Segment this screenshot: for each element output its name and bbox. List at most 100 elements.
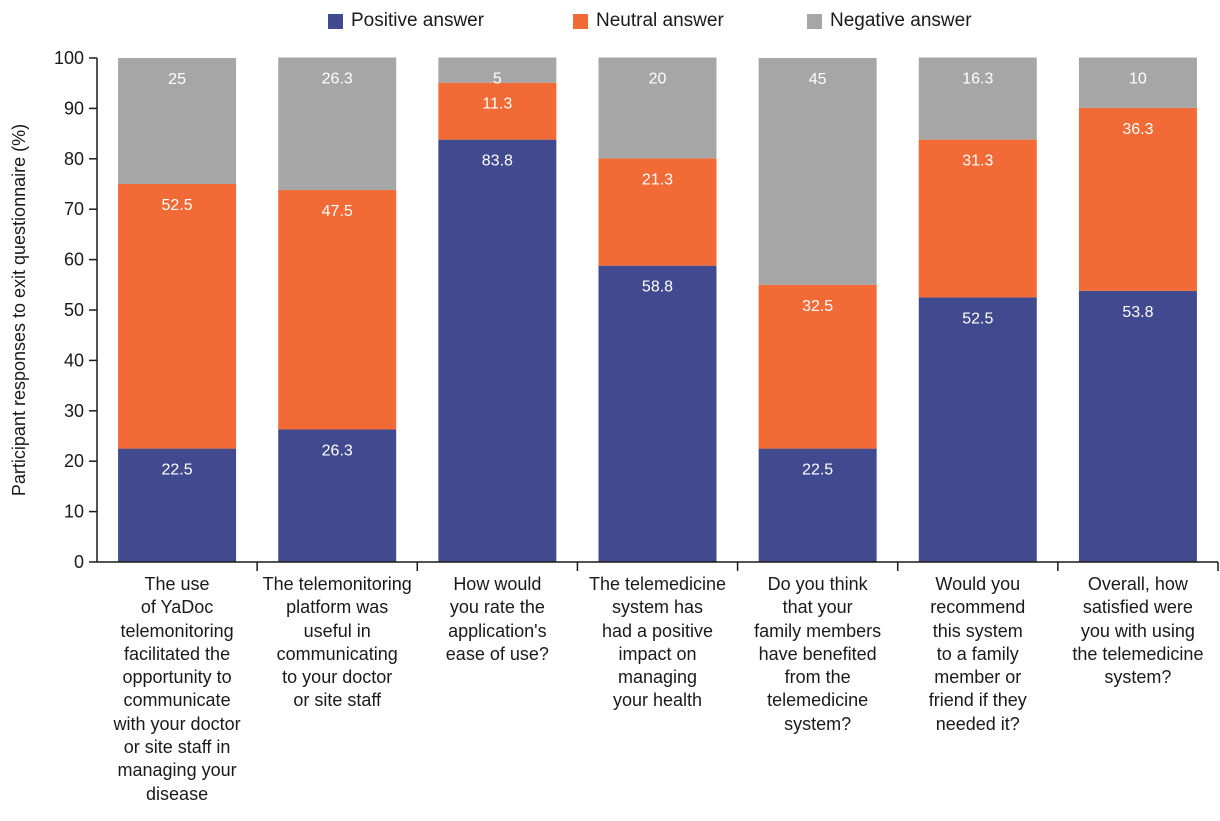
data-label-positive-2: 26.3 xyxy=(322,442,353,459)
y-tick-label-40: 40 xyxy=(64,350,84,370)
y-tick-label-70: 70 xyxy=(64,199,84,219)
y-tick-label-100: 100 xyxy=(54,48,84,68)
x-category-label-3: How would you rate the application's ease o… xyxy=(418,573,576,666)
data-label-negative-6: 16.3 xyxy=(962,70,993,87)
bar-negative-1 xyxy=(118,58,237,184)
x-category-label-line: needed it? xyxy=(935,713,1020,734)
x-category-label-line: or site staff xyxy=(293,690,382,711)
legend-swatch-positive xyxy=(328,13,343,29)
bar-positive-2 xyxy=(278,429,397,562)
bar-negative-6 xyxy=(918,57,1037,140)
bar-neutral-7 xyxy=(1078,107,1197,291)
x-category-label-line: disease xyxy=(146,783,209,804)
legend-label-neutral: Neutral answer xyxy=(596,10,724,31)
data-label-positive-4: 58.8 xyxy=(642,279,673,296)
x-category-label-line: you with using xyxy=(1080,620,1195,641)
x-category-label-line: with your doctor xyxy=(113,713,241,734)
legend: Positive answer Neutral answer Negative … xyxy=(0,8,1220,34)
data-label-positive-6: 52.5 xyxy=(962,310,993,327)
x-category-label-line: The use xyxy=(144,574,210,594)
x-category-label-line: that your xyxy=(782,597,853,618)
data-label-negative-7: 10 xyxy=(1129,70,1147,87)
y-axis-title: Participant responses to exit questionna… xyxy=(9,124,29,496)
data-label-neutral-5: 32.5 xyxy=(802,298,833,315)
bar-neutral-5 xyxy=(758,284,877,449)
x-category-label-line: ease of use? xyxy=(445,643,549,664)
x-category-label-6: Would you recommend this system to a family… xyxy=(899,573,1057,736)
y-tick-label-60: 60 xyxy=(64,250,84,270)
x-category-label-4: The telemedicine system has had a positive… xyxy=(579,573,737,713)
data-label-neutral-6: 31.3 xyxy=(962,153,993,170)
x-category-label-line: had a positive xyxy=(601,620,714,641)
x-category-label-1: The use of YaDoc telemonitoring facilitated… xyxy=(98,573,256,806)
bar-negative-3 xyxy=(438,57,557,83)
x-category-label-line: The telemedicine xyxy=(588,574,727,594)
bar-neutral-4 xyxy=(598,158,717,266)
x-category-label-line: satisfied were xyxy=(1082,597,1193,618)
data-label-positive-5: 22.5 xyxy=(802,462,833,479)
data-label-neutral-7: 36.3 xyxy=(1122,121,1153,138)
x-category-label-line: facilitated the xyxy=(124,643,231,664)
bar-neutral-6 xyxy=(918,139,1037,298)
x-category-label-line: application's xyxy=(448,620,547,641)
bar-neutral-1 xyxy=(118,184,237,449)
y-tick-label-90: 90 xyxy=(64,98,84,118)
data-label-neutral-1: 52.5 xyxy=(162,197,193,214)
y-tick-label-0: 0 xyxy=(74,552,84,572)
x-category-label-line: or site staff in xyxy=(123,737,231,758)
bar-neutral-2 xyxy=(278,190,397,430)
x-category-label-line: managing xyxy=(617,667,698,688)
bar-negative-4 xyxy=(598,57,717,159)
bar-positive-4 xyxy=(598,265,717,562)
x-category-label-line: Overall, how xyxy=(1087,574,1188,594)
x-category-label-line: you rate the xyxy=(449,597,545,618)
data-label-negative-4: 20 xyxy=(649,70,667,87)
x-category-label-line: system? xyxy=(784,713,852,734)
data-label-positive-7: 53.8 xyxy=(1122,304,1153,321)
x-category-label-line: friend if they xyxy=(928,690,1027,711)
bar-positive-3 xyxy=(438,139,557,562)
x-category-label-line: recommend xyxy=(930,597,1026,618)
data-label-positive-1: 22.5 xyxy=(162,462,193,479)
x-category-label-line: of YaDoc xyxy=(140,597,214,618)
x-category-label-line: system has xyxy=(611,597,704,618)
legend-label-positive: Positive answer xyxy=(351,10,485,31)
x-category-label-line: useful in xyxy=(303,620,371,641)
data-label-neutral-4: 21.3 xyxy=(642,171,673,188)
y-tick-label-50: 50 xyxy=(64,300,84,320)
legend-label-negative: Negative answer xyxy=(830,10,972,31)
x-category-label-line: to your doctor xyxy=(282,667,393,688)
x-category-label-line: the telemedicine xyxy=(1072,643,1204,664)
data-label-neutral-3: 11.3 xyxy=(482,96,512,113)
bar-positive-5 xyxy=(758,448,877,562)
bar-negative-7 xyxy=(1078,57,1197,108)
x-category-label-line: this system xyxy=(932,620,1023,641)
x-category-label-line: How would xyxy=(453,574,542,594)
bar-neutral-3 xyxy=(438,82,557,140)
y-tick-label-30: 30 xyxy=(64,401,84,421)
bar-negative-5 xyxy=(758,58,877,285)
y-tick-label-20: 20 xyxy=(64,451,84,471)
y-tick-label-10: 10 xyxy=(64,502,84,522)
x-category-label-2: The telemonitoring platform was useful in c… xyxy=(258,573,416,713)
x-category-label-line: opportunity to xyxy=(122,667,232,688)
x-category-label-line: The telemonitoring xyxy=(262,574,412,594)
data-label-neutral-2: 47.5 xyxy=(322,203,353,220)
x-category-label-line: impact on xyxy=(618,643,697,664)
legend-swatch-negative xyxy=(807,13,822,29)
x-category-label-line: communicate xyxy=(123,690,231,711)
bar-positive-1 xyxy=(118,448,237,562)
x-category-label-line: Do you think xyxy=(767,574,868,594)
bar-positive-6 xyxy=(918,297,1037,562)
x-category-label-line: to a family xyxy=(936,643,1019,664)
x-category-label-5: Do you think that your family members have … xyxy=(739,573,897,736)
x-category-label-line: managing your xyxy=(117,760,237,781)
y-tick-label-80: 80 xyxy=(64,149,84,169)
x-category-label-7: Overall, how satisfied were you with using… xyxy=(1059,573,1217,689)
bar-negative-2 xyxy=(278,57,397,191)
legend-item-negative: Negative answer xyxy=(807,8,972,34)
data-label-negative-1: 25 xyxy=(168,71,186,88)
x-category-label-line: system? xyxy=(1104,667,1172,688)
legend-item-neutral: Neutral answer xyxy=(573,8,724,34)
